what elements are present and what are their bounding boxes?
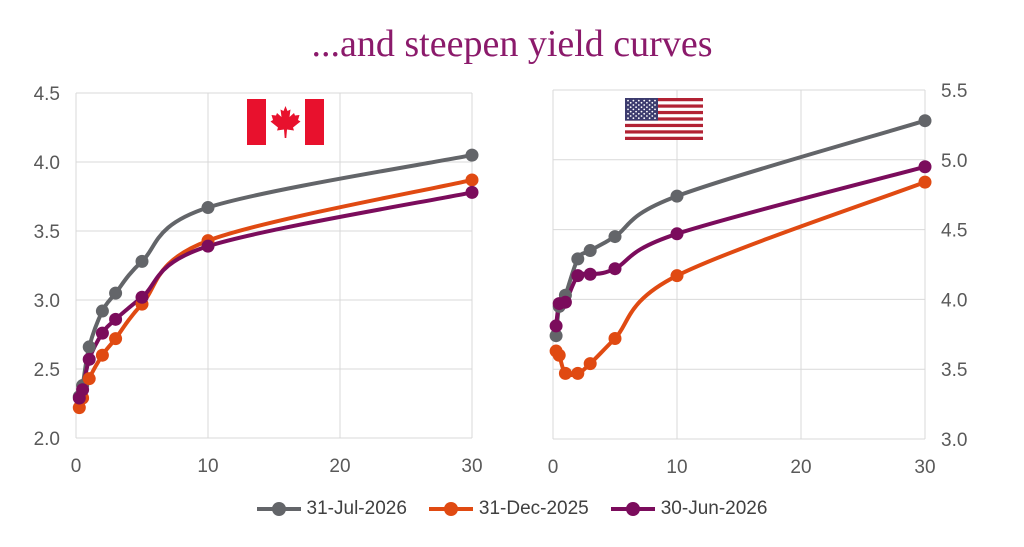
data-point <box>608 262 622 276</box>
data-point <box>549 319 563 333</box>
y-tick-label: 4.5 <box>34 84 60 105</box>
data-point <box>465 185 479 199</box>
data-point <box>465 173 479 187</box>
data-point <box>82 372 96 386</box>
data-point <box>571 366 585 380</box>
series-line-31-Dec-2025 <box>554 180 927 378</box>
data-point <box>135 254 149 268</box>
legend-label: 31-Jul-2026 <box>306 498 407 519</box>
us-panel: 3.0 3.5 4.0 4.5 5.0 5.5 0 10 20 30 <box>548 81 968 478</box>
y-tick-label: 3.0 <box>34 291 60 312</box>
data-point <box>918 160 932 174</box>
data-point <box>109 312 123 326</box>
x-tick-label: 0 <box>548 457 559 478</box>
legend-swatch <box>428 502 473 516</box>
data-point <box>583 267 597 281</box>
x-tick-label: 30 <box>461 456 482 477</box>
data-point <box>583 357 597 371</box>
data-point <box>918 114 932 128</box>
data-point <box>571 252 585 266</box>
y-tick-label: 3.5 <box>34 222 60 243</box>
x-tick-label: 20 <box>329 456 350 477</box>
y-tick-label: 2.5 <box>34 360 60 381</box>
data-point <box>201 239 215 253</box>
data-point <box>552 348 566 362</box>
legend-swatch <box>256 502 301 516</box>
data-point <box>549 329 563 343</box>
x-tick-label: 0 <box>71 456 82 477</box>
canada-flag-icon <box>247 99 324 145</box>
y-tick-label: 5.5 <box>941 81 967 102</box>
y-tick-label: 4.5 <box>941 221 967 242</box>
chart-legend: 31-Jul-2026 31-Dec-2025 30-Jun-2026 <box>0 494 1024 524</box>
y-tick-label: 3.0 <box>941 430 967 451</box>
data-point <box>465 148 479 162</box>
y-tick-label: 5.0 <box>941 151 967 172</box>
data-point <box>109 332 123 346</box>
data-point <box>608 331 622 345</box>
x-tick-label: 10 <box>197 456 218 477</box>
canada-panel: 2.0 2.5 3.0 3.5 4.0 4.5 0 10 20 30 <box>34 84 483 477</box>
legend-label: 30-Jun-2026 <box>660 498 768 519</box>
legend-item: 31-Dec-2025 <box>428 498 589 520</box>
data-point <box>95 348 109 362</box>
data-point <box>201 201 215 215</box>
data-point <box>670 227 684 241</box>
series-line-30-Jun-2026 <box>554 164 927 328</box>
y-tick-label: 3.5 <box>941 360 967 381</box>
data-point <box>918 175 932 189</box>
legend-item: 30-Jun-2026 <box>610 498 768 520</box>
data-point <box>109 286 123 300</box>
legend-label: 31-Dec-2025 <box>478 498 589 519</box>
data-point <box>82 340 96 354</box>
data-point <box>82 352 96 366</box>
legend-swatch <box>610 502 655 516</box>
data-point <box>571 269 585 283</box>
chart-title: ...and steepen yield curves <box>311 23 713 65</box>
data-point <box>95 326 109 340</box>
data-point <box>670 189 684 203</box>
data-point <box>558 366 572 380</box>
series-line-31-Jul-2026 <box>554 118 927 338</box>
y-tick-label: 2.0 <box>34 429 60 450</box>
us-flag-icon <box>625 98 703 140</box>
data-point <box>76 383 90 397</box>
data-point <box>135 290 149 304</box>
x-tick-label: 30 <box>914 457 935 478</box>
legend-item: 31-Jul-2026 <box>256 498 407 520</box>
data-point <box>583 244 597 258</box>
data-point <box>95 304 109 318</box>
x-tick-label: 10 <box>666 457 687 478</box>
y-tick-label: 4.0 <box>34 153 60 174</box>
data-point <box>608 230 622 244</box>
data-point <box>558 295 572 309</box>
x-tick-label: 20 <box>790 457 811 478</box>
y-tick-label: 4.0 <box>941 290 967 311</box>
data-point <box>670 269 684 283</box>
